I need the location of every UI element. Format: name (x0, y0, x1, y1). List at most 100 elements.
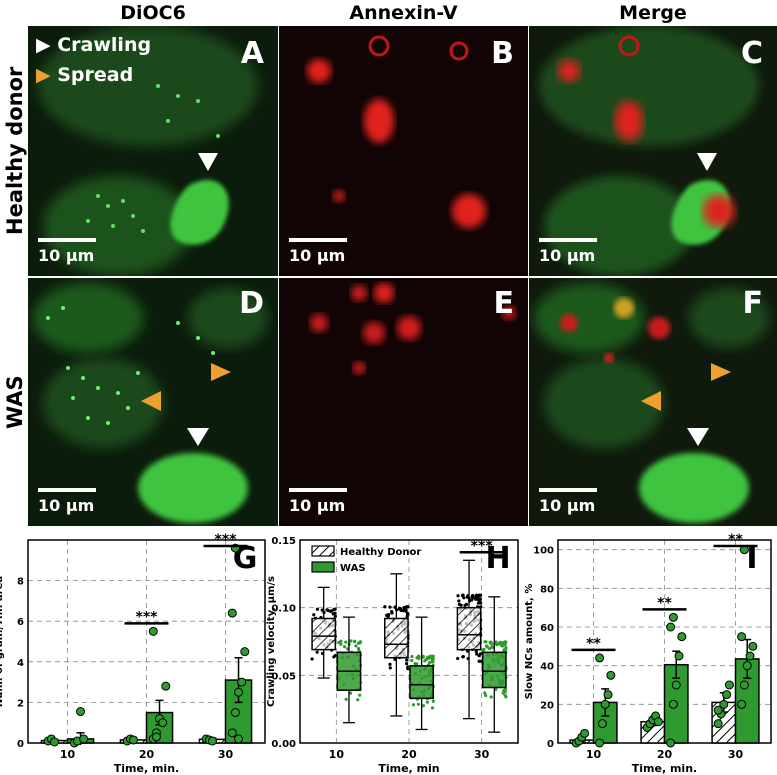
data-point (483, 691, 487, 695)
scale-label: 10 µm (539, 496, 596, 515)
data-point (330, 609, 334, 613)
data-point (425, 700, 429, 704)
scale-label: 10 µm (539, 246, 596, 265)
chart-panel-h: 0.00 0.05 0.10 0.15 10 20 30 Time, min Crawling … (266, 536, 519, 775)
data-point (230, 708, 240, 718)
data-point (234, 734, 244, 744)
x-axis-label: Time, min. (114, 762, 179, 775)
y-tick-label: 6 (17, 617, 24, 628)
data-point (158, 718, 168, 728)
data-point (595, 738, 605, 748)
data-point (666, 738, 676, 748)
data-point (668, 612, 678, 622)
data-point (668, 699, 678, 709)
y-tick-label: 8 (17, 577, 24, 588)
panel-letter-b: B (491, 36, 514, 71)
y-tick-label: 60 (540, 623, 554, 634)
column-title-annexin: Annexin-V (349, 2, 458, 24)
data-point (713, 719, 723, 729)
data-point (76, 707, 86, 717)
data-point (411, 703, 416, 707)
data-point (354, 644, 358, 648)
data-point (312, 613, 316, 617)
data-point (461, 655, 465, 659)
column-title-merge: Merge (619, 2, 687, 24)
data-point (481, 649, 485, 653)
x-tick-label: 30 (474, 748, 490, 761)
data-point (431, 699, 435, 703)
data-point (460, 593, 465, 598)
data-point (148, 626, 158, 636)
data-point (388, 605, 392, 609)
box (311, 617, 337, 651)
y-axis-label: Slow NCs amount, % (524, 584, 535, 700)
y-tick-label: 0 (17, 739, 24, 750)
data-point (325, 608, 329, 612)
data-point (456, 594, 460, 598)
micrograph-panel-c: C 10 µm (529, 26, 777, 276)
data-point (337, 640, 341, 645)
scale-label: 10 µm (289, 246, 346, 265)
data-point (356, 698, 360, 702)
data-point (234, 687, 244, 697)
x-tick-label: 10 (60, 748, 76, 761)
data-point (331, 612, 335, 616)
data-point (470, 595, 474, 599)
data-point (671, 680, 681, 690)
data-point (477, 654, 481, 658)
micrograph-panel-a: ▶ Crawling ▶ Spread A 10 µm (28, 26, 278, 276)
data-point (344, 697, 348, 701)
row-title-healthy: Healthy donor (3, 66, 27, 236)
data-point (227, 608, 237, 618)
scale-bar (38, 488, 96, 492)
panel-letter-d: D (239, 286, 264, 321)
significance-label: ** (657, 595, 672, 611)
data-point (333, 607, 337, 611)
data-point (431, 660, 435, 664)
data-point (719, 699, 729, 709)
y-tick-label: 80 (540, 584, 554, 595)
y-axis-label: Crawling velocity, µm/s (266, 576, 277, 707)
data-point (237, 677, 247, 687)
data-point (745, 651, 755, 661)
y-tick-label: 20 (540, 700, 554, 711)
data-point (457, 599, 461, 603)
micrograph-panel-e: E 10 µm (279, 278, 528, 526)
data-point (342, 645, 347, 649)
y-tick-label: 2 (17, 698, 24, 709)
y-tick-label: 0.10 (271, 604, 296, 615)
legend-swatch (311, 561, 335, 573)
x-axis-label: Time, min. (632, 762, 697, 775)
panel-letter-e: E (493, 286, 515, 321)
significance-label: ** (728, 532, 743, 548)
data-point (405, 658, 409, 662)
y-tick-label: 0.15 (271, 536, 296, 547)
data-point (310, 657, 314, 661)
data-point (595, 653, 605, 663)
box (456, 606, 482, 651)
data-point (722, 690, 732, 700)
x-tick-label: 10 (329, 748, 345, 761)
data-point (358, 640, 363, 644)
x-axis-label: Time, min (378, 762, 439, 775)
data-point (499, 643, 503, 647)
x-tick-label: 10 (586, 748, 602, 761)
data-point (475, 594, 479, 599)
data-point (503, 693, 507, 697)
data-point (484, 693, 488, 698)
data-point (404, 605, 409, 609)
data-point (489, 695, 493, 699)
data-point (430, 706, 435, 710)
data-point (227, 728, 237, 738)
y-tick-label: 0.00 (271, 739, 296, 750)
data-point (406, 612, 410, 616)
data-point (503, 687, 508, 691)
data-point (478, 593, 483, 597)
panel-letter: H (485, 541, 510, 576)
data-point (748, 641, 758, 651)
data-point (742, 661, 752, 671)
data-point (431, 657, 435, 661)
data-point (348, 691, 353, 695)
data-point (603, 690, 613, 700)
data-point (487, 646, 492, 651)
